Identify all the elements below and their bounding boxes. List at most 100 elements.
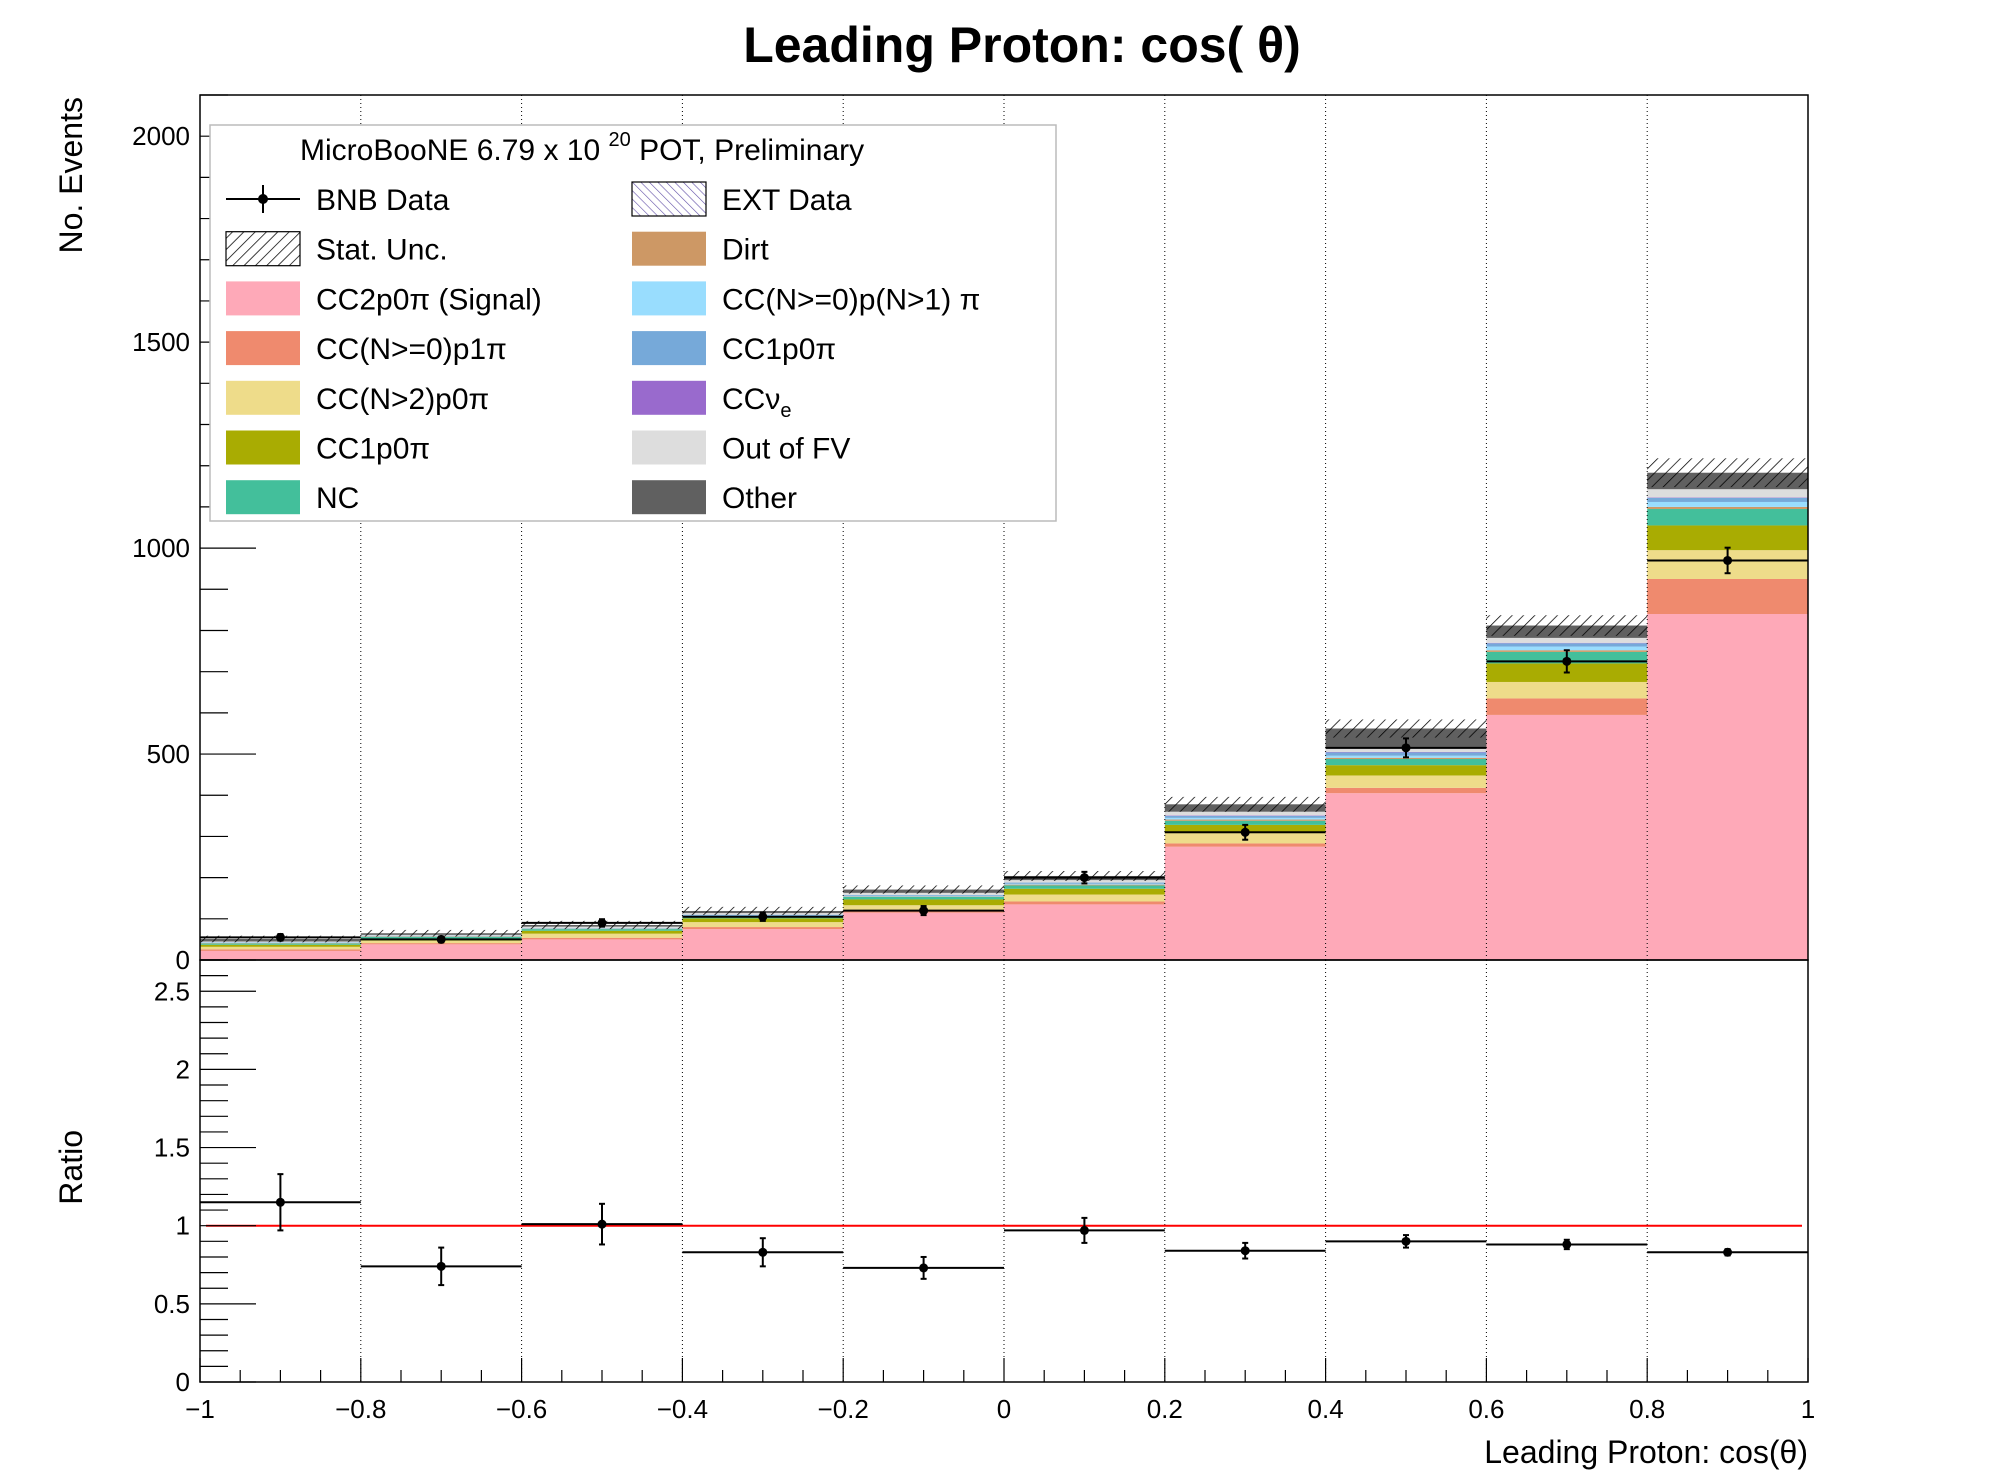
main-y-axis-label: No. Events bbox=[53, 97, 89, 254]
svg-text:CC(N>=0)p(N>1) π: CC(N>=0)p(N>1) π bbox=[722, 283, 980, 316]
bar-4-bin-4 bbox=[843, 896, 1004, 900]
bar-3-bin-2 bbox=[521, 930, 683, 934]
svg-text:CC1p0π: CC1p0π bbox=[316, 433, 430, 466]
bar-3-bin-7 bbox=[1325, 765, 1487, 776]
stat-unc-bin-4 bbox=[843, 885, 1004, 894]
x-tick-label: 0.6 bbox=[1468, 1394, 1504, 1424]
bar-0-bin-5 bbox=[1004, 904, 1165, 960]
bar-6-bin-8 bbox=[1486, 646, 1648, 651]
svg-text:CC2p0π (Signal): CC2p0π (Signal) bbox=[316, 283, 542, 316]
legend-item-left-2: CC2p0π (Signal) bbox=[226, 281, 542, 316]
bar-4-bin-0 bbox=[200, 943, 361, 945]
bar-9-bin-8 bbox=[1486, 637, 1648, 643]
bar-6-bin-6 bbox=[1164, 817, 1326, 820]
bar-1-bin-2 bbox=[521, 937, 683, 940]
main-y-tick-label: 0 bbox=[176, 945, 190, 975]
bar-0-bin-0 bbox=[200, 950, 361, 960]
data-point-0 bbox=[200, 932, 361, 942]
ratio-point-0 bbox=[200, 1173, 361, 1232]
legend-item-left-4: CC(N>2)p0π bbox=[226, 380, 489, 416]
x-tick-label: −0.4 bbox=[657, 1394, 708, 1424]
data-point-5 bbox=[1004, 870, 1165, 885]
x-tick-label: 0.4 bbox=[1308, 1394, 1344, 1424]
legend-item-right-1: Dirt bbox=[632, 231, 769, 267]
ratio-y-axis-label: Ratio bbox=[53, 1130, 89, 1205]
bar-2-bin-8 bbox=[1486, 681, 1648, 699]
legend-item-right-6: Other bbox=[632, 480, 797, 515]
bar-2-bin-0 bbox=[200, 946, 361, 950]
legend-header: MicroBooNE 6.79 x 10 20 POT, Preliminary bbox=[300, 129, 864, 167]
ratio-point-7 bbox=[1325, 1234, 1487, 1249]
bar-3-bin-4 bbox=[843, 899, 1004, 906]
ratio-y-tick-label: 2.5 bbox=[154, 976, 190, 1006]
x-tick-label: 0 bbox=[997, 1394, 1011, 1424]
data-point-4 bbox=[843, 905, 1004, 917]
bar-4-bin-6 bbox=[1164, 820, 1326, 825]
main-y-tick-label: 1000 bbox=[132, 533, 190, 563]
bar-4-bin-9 bbox=[1647, 508, 1808, 526]
bar-6-bin-4 bbox=[843, 895, 1004, 897]
stat-unc-bin-6 bbox=[1164, 796, 1326, 812]
ratio-point-6 bbox=[1164, 1241, 1326, 1260]
data-point-2 bbox=[521, 918, 683, 928]
ratio-point-5 bbox=[1004, 1216, 1165, 1244]
stat-unc-bin-7 bbox=[1325, 719, 1487, 738]
legend-item-right-3: CC1p0π bbox=[632, 331, 836, 366]
svg-text:Dirt: Dirt bbox=[722, 234, 769, 267]
chart-title: Leading Proton: cos( θ) bbox=[743, 17, 1301, 73]
bar-5-bin-5 bbox=[1004, 884, 1165, 886]
ratio-y-tick-label: 0.5 bbox=[154, 1289, 190, 1319]
bar-0-bin-8 bbox=[1486, 714, 1648, 960]
bar-4-bin-5 bbox=[1004, 885, 1165, 889]
svg-text:BNB Data: BNB Data bbox=[316, 184, 450, 217]
legend-item-left-3: CC(N>=0)p1π bbox=[226, 331, 507, 366]
ratio-y-tick-label: 1.5 bbox=[154, 1133, 190, 1163]
main-y-tick-label: 500 bbox=[147, 739, 190, 769]
bar-1-bin-8 bbox=[1486, 698, 1648, 715]
bar-4-bin-7 bbox=[1325, 758, 1487, 766]
bar-7-bin-8 bbox=[1486, 643, 1648, 647]
bar-2-bin-2 bbox=[521, 933, 683, 938]
ratio-y-tick-label: 2 bbox=[176, 1054, 190, 1084]
bar-1-bin-7 bbox=[1325, 787, 1487, 794]
svg-text:Out of FV: Out of FV bbox=[722, 433, 850, 466]
svg-text:Stat. Unc.: Stat. Unc. bbox=[316, 234, 448, 267]
bar-0-bin-7 bbox=[1325, 793, 1487, 960]
legend: MicroBooNE 6.79 x 10 20 POT, Preliminary… bbox=[209, 124, 1057, 522]
bar-5-bin-7 bbox=[1325, 757, 1487, 759]
bar-6-bin-9 bbox=[1647, 501, 1808, 507]
x-tick-label: 1 bbox=[1801, 1394, 1815, 1424]
legend-item-left-5: CC1p0π bbox=[226, 430, 430, 466]
x-tick-label: −0.8 bbox=[335, 1394, 386, 1424]
svg-text:CCνe: CCνe bbox=[722, 383, 791, 422]
ratio-point-2 bbox=[521, 1202, 683, 1246]
x-tick-label: −1 bbox=[185, 1394, 215, 1424]
bar-9-bin-9 bbox=[1647, 489, 1808, 498]
svg-text:CC(N>2)p0π: CC(N>2)p0π bbox=[316, 383, 489, 416]
legend-item-left-1: Stat. Unc. bbox=[225, 231, 448, 267]
legend-item-left-6: NC bbox=[226, 480, 359, 515]
bar-9-bin-6 bbox=[1164, 811, 1326, 816]
bar-3-bin-9 bbox=[1647, 525, 1808, 551]
bar-1-bin-0 bbox=[200, 949, 361, 951]
bar-9-bin-4 bbox=[843, 892, 1004, 895]
stat-unc-bin-9 bbox=[1647, 458, 1808, 488]
bar-1-bin-3 bbox=[682, 927, 844, 930]
svg-text:EXT Data: EXT Data bbox=[722, 184, 852, 217]
svg-text:Other: Other bbox=[722, 482, 797, 515]
svg-text:CC1p0π: CC1p0π bbox=[722, 333, 836, 366]
bar-0-bin-4 bbox=[843, 912, 1004, 960]
legend-item-right-2: CC(N>=0)p(N>1) π bbox=[632, 281, 980, 316]
main-y-tick-label: 2000 bbox=[132, 121, 190, 151]
ratio-y-tick-label: 1 bbox=[176, 1211, 190, 1241]
x-axis-label: Leading Proton: cos(θ) bbox=[1484, 1434, 1808, 1470]
bar-2-bin-3 bbox=[682, 922, 844, 928]
data-point-3 bbox=[682, 911, 844, 922]
ratio-point-1 bbox=[360, 1246, 522, 1287]
bar-1-bin-5 bbox=[1004, 901, 1165, 905]
stat-unc-bin-8 bbox=[1486, 615, 1648, 636]
main-plot-area: 0 500 1000 1500 2000 bbox=[132, 94, 1809, 975]
stat-unc-bin-3 bbox=[682, 906, 844, 916]
bar-7-bin-9 bbox=[1647, 497, 1808, 502]
